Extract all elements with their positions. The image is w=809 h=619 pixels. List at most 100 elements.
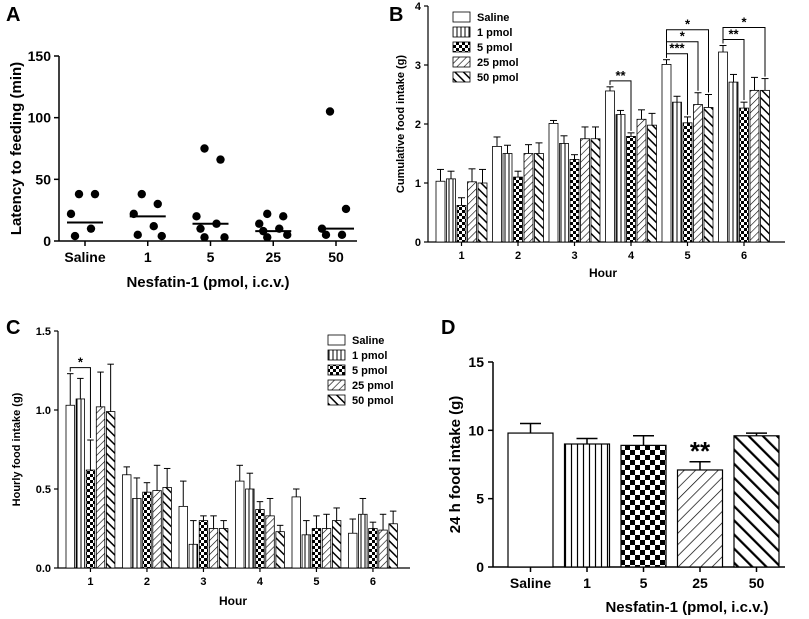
legend-label: 25 pmol	[477, 57, 519, 69]
significance-label: **	[728, 27, 739, 42]
bar	[378, 529, 388, 569]
x-tick-label: 6	[741, 250, 747, 262]
y-tick-label: 4	[415, 1, 422, 13]
data-point	[325, 107, 335, 116]
x-axis-label: Hour	[589, 266, 617, 280]
bar	[718, 51, 728, 243]
bar	[388, 523, 398, 569]
legend-label: 1 pmol	[352, 350, 387, 362]
x-tick-label: 2	[515, 250, 521, 262]
bar	[676, 469, 724, 568]
significance-label: *	[78, 355, 84, 370]
bar	[661, 64, 672, 243]
y-tick-label: 0	[415, 237, 421, 249]
bar	[728, 81, 739, 243]
bar	[502, 153, 513, 243]
data-point	[70, 231, 80, 241]
x-tick-label: 3	[571, 250, 577, 262]
x-tick-label: 2	[144, 576, 150, 588]
bar	[693, 104, 703, 243]
y-tick-label: 1.0	[36, 405, 51, 417]
y-tick-label: 1	[415, 178, 421, 190]
significance-label: *	[680, 29, 686, 44]
y-tick-label: 5	[476, 491, 484, 507]
legend-swatch	[452, 41, 471, 53]
y-tick-label: 0	[476, 559, 484, 575]
bar	[152, 490, 162, 569]
bar	[265, 515, 275, 569]
data-point	[220, 233, 229, 242]
panel-letter-d: D	[441, 317, 455, 339]
data-point	[153, 199, 162, 209]
data-point	[255, 219, 264, 228]
bar	[647, 124, 657, 243]
bar	[534, 153, 544, 243]
data-point	[149, 222, 158, 231]
x-tick-label: 3	[200, 576, 206, 588]
significance-label: ***	[669, 41, 685, 56]
bar	[467, 181, 477, 243]
legend-swatch	[452, 71, 471, 83]
y-tick-label: 0.5	[36, 484, 51, 496]
y-axis-label: 24 h food intake (g)	[447, 396, 464, 534]
data-point	[321, 230, 331, 240]
legend-swatch	[327, 349, 346, 361]
x-tick-label: 5	[684, 250, 690, 262]
bar	[311, 528, 322, 569]
bar	[569, 158, 580, 243]
bar	[435, 180, 446, 243]
data-point	[283, 230, 292, 240]
legend-swatch	[452, 11, 471, 23]
data-point	[263, 209, 272, 219]
data-point	[196, 224, 205, 233]
bar	[301, 534, 312, 569]
y-axis-label: Latency to feeding (min)	[8, 62, 25, 235]
y-tick-label: 15	[468, 354, 484, 370]
y-tick-label: 50	[35, 171, 51, 187]
data-point	[157, 231, 166, 241]
bar	[739, 107, 749, 243]
bar	[492, 146, 502, 243]
data-point	[137, 189, 146, 199]
bar	[507, 432, 554, 568]
bar	[218, 528, 229, 569]
significance-bracket	[666, 29, 709, 93]
legend-label: Saline	[477, 12, 509, 24]
x-axis-label: Nesfatin-1 (pmol, i.c.v.)	[605, 599, 768, 616]
significance-label: *	[741, 15, 747, 30]
bar	[590, 138, 601, 243]
bar	[559, 143, 569, 243]
data-point	[90, 189, 100, 199]
x-tick-label: 50	[749, 575, 765, 591]
significance-bracket	[609, 80, 632, 131]
data-point	[200, 233, 209, 242]
x-tick-label: Saline	[510, 575, 551, 591]
x-tick-label: 6	[370, 576, 376, 588]
x-axis-label: Nesfatin-1 (pmol, i.c.v.)	[126, 274, 289, 291]
y-tick-label: 3	[415, 60, 421, 72]
y-tick-label: 150	[28, 48, 52, 64]
bar	[85, 469, 96, 569]
bar	[620, 444, 667, 568]
y-axis-label: Cumulative food intake (g)	[395, 55, 407, 193]
legend-label: 50 pmol	[477, 72, 519, 84]
data-point	[66, 209, 76, 219]
x-tick-label: 5	[313, 576, 319, 588]
bar	[198, 520, 209, 569]
bar	[291, 496, 301, 569]
bar	[615, 114, 626, 243]
bar	[703, 107, 714, 243]
panel-letter-b: B	[389, 4, 403, 26]
data-point	[337, 230, 347, 240]
bar	[672, 101, 682, 243]
legend-label: 1 pmol	[477, 27, 512, 39]
x-tick-label: 4	[628, 250, 635, 262]
bar	[75, 398, 85, 569]
bar	[749, 89, 760, 243]
legend-swatch	[327, 364, 346, 376]
significance-label: **	[690, 436, 711, 466]
significance-label: *	[685, 17, 691, 32]
